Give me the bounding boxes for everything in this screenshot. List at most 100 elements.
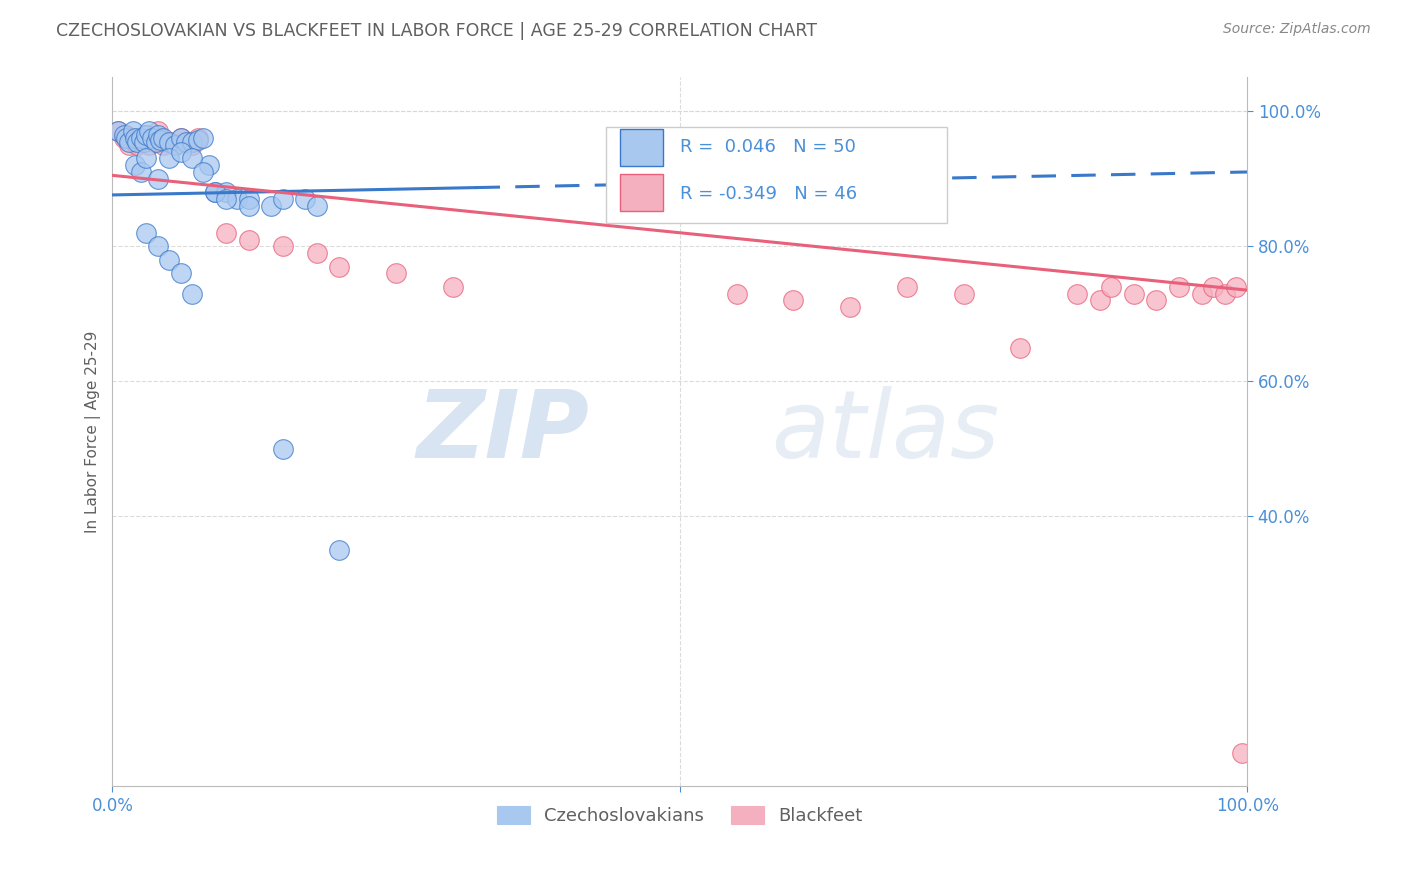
Point [107,124,129,138]
FancyBboxPatch shape [606,127,946,223]
Point [839,300,862,314]
Point [135,152,157,166]
Point [169,266,191,280]
Point [238,199,260,213]
Text: R = -0.349   N = 46: R = -0.349 N = 46 [681,186,858,203]
Point [186,131,208,145]
Point [135,226,157,240]
Point [135,128,157,142]
Point [180,286,202,301]
Point [124,135,146,149]
Point [129,165,152,179]
Point [138,138,160,153]
Point [215,186,238,200]
Point [163,138,186,153]
Point [1088,293,1111,308]
Point [174,135,197,149]
Point [1202,279,1225,293]
Point [328,543,350,558]
Point [1230,746,1253,760]
Point [157,135,180,149]
Text: atlas: atlas [770,386,998,477]
Point [134,135,156,149]
Point [260,199,283,213]
Point [112,131,135,145]
Point [138,124,160,138]
Point [127,138,149,153]
Point [238,192,260,206]
Point [328,260,350,274]
Point [152,138,174,153]
Point [186,132,208,146]
Text: Source: ZipAtlas.com: Source: ZipAtlas.com [1223,22,1371,37]
Point [305,199,328,213]
Point [215,226,238,240]
Point [129,131,152,145]
Point [271,192,294,206]
Point [157,252,180,267]
Point [271,239,294,253]
Point [1168,279,1191,293]
Point [141,131,163,145]
Point [1146,293,1168,308]
Point [115,128,138,142]
Point [135,128,157,142]
Point [134,135,156,149]
Point [193,131,215,145]
Point [169,131,191,145]
Point [896,279,918,293]
Point [305,246,328,260]
Point [1225,279,1247,293]
Point [725,286,748,301]
Point [180,135,202,149]
FancyBboxPatch shape [620,129,662,166]
Point [149,131,172,145]
Point [1191,286,1213,301]
Point [193,165,215,179]
Point [145,135,167,149]
Text: R =  0.046   N = 50: R = 0.046 N = 50 [681,138,856,156]
Point [174,135,197,149]
Y-axis label: In Labor Force | Age 25-29: In Labor Force | Age 25-29 [86,331,101,533]
Point [141,131,163,145]
FancyBboxPatch shape [620,174,662,211]
Point [1122,286,1144,301]
Point [146,124,169,138]
Point [149,132,172,146]
Point [157,135,180,149]
Point [146,171,169,186]
Point [169,131,191,145]
Point [107,124,129,138]
Point [112,128,135,142]
Point [121,131,143,145]
Point [152,131,174,145]
Point [163,138,186,153]
Point [145,135,167,149]
Legend: Czechoslovakians, Blackfeet: Czechoslovakians, Blackfeet [488,797,872,834]
Text: ZIP: ZIP [416,386,589,478]
Point [1213,286,1236,301]
Point [238,233,260,247]
Point [294,192,316,206]
Point [146,239,169,253]
Point [441,279,464,293]
Text: CZECHOSLOVAKIAN VS BLACKFEET IN LABOR FORCE | AGE 25-29 CORRELATION CHART: CZECHOSLOVAKIAN VS BLACKFEET IN LABOR FO… [56,22,817,40]
Point [124,158,146,172]
Point [127,135,149,149]
Point [204,186,226,200]
Point [118,138,141,153]
Point [118,135,141,149]
Point [180,152,202,166]
Point [146,128,169,142]
Point [1099,279,1122,293]
Point [1010,341,1032,355]
Point [215,192,238,206]
Point [180,138,202,153]
Point [115,131,138,145]
Point [129,131,152,145]
Point [782,293,804,308]
Point [121,124,143,138]
Point [157,152,180,166]
Point [204,186,226,200]
Point [124,131,146,145]
